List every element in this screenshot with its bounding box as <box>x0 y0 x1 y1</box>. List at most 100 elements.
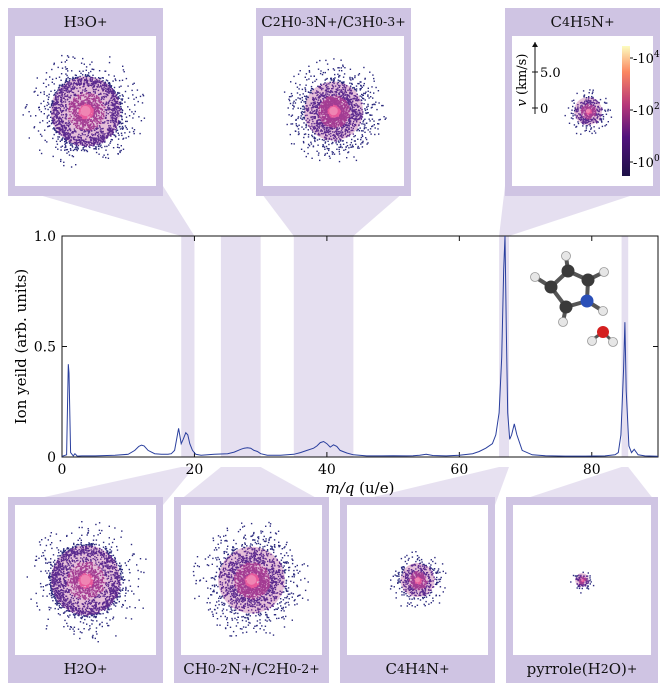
top-detector-1-hit <box>325 145 328 148</box>
top-detector-0-hit <box>112 120 115 122</box>
top-detector-1-hit <box>352 129 354 132</box>
top-detector-0-hit <box>100 120 102 122</box>
top-detector-1-hit <box>336 91 338 93</box>
top-detector-1-hit <box>316 125 319 127</box>
top-detector-1-hit <box>354 124 356 126</box>
top-detector-1-hit <box>369 128 372 130</box>
top-detector-1-hit <box>295 119 297 121</box>
top-detector-1-hit <box>331 128 333 130</box>
top-detector-0-hit <box>97 140 99 142</box>
top-detector-0-hit <box>82 94 84 97</box>
top-detector-0-hit <box>84 88 86 91</box>
top-detector-1-hit <box>312 131 314 133</box>
top-detector-0-hit <box>96 110 98 113</box>
top-detector-1-hit <box>350 92 352 94</box>
top-detector-0-hit <box>76 82 78 85</box>
top-detector-0-hit <box>91 78 93 81</box>
top-detector-0-hit <box>92 114 94 117</box>
top-detector-1-hit <box>349 120 352 122</box>
top-detector-0-hit <box>80 129 82 131</box>
top-detector-1-hit <box>339 85 341 87</box>
top-detector-0-hit <box>94 125 96 128</box>
top-detector-0-hit <box>59 117 61 119</box>
top-detector-0-hit <box>133 113 135 115</box>
top-detector-1-hit <box>333 78 335 81</box>
top-detector-0-hit <box>93 82 95 84</box>
top-detector-0-hit <box>81 118 84 121</box>
top-detector-1-hit <box>339 138 341 140</box>
top-detector-1-hit <box>334 139 337 141</box>
top-detector-1-hit <box>324 101 326 103</box>
top-detector-0-hit <box>67 84 70 86</box>
top-detector-0-hit <box>68 124 70 126</box>
top-detector-0-hit <box>56 107 58 110</box>
top-detector-0-hit <box>98 97 100 99</box>
top-detector-0-hit <box>100 132 102 134</box>
top-detector-0-hit <box>64 87 66 89</box>
top-detector-1-hit <box>356 115 358 118</box>
top-detector-1-hit <box>345 85 348 87</box>
top-detector-0-hit <box>54 107 57 109</box>
top-detector-0-hit <box>69 144 72 146</box>
top-detector-0-hit <box>104 141 106 143</box>
top-detector-0-hit <box>60 146 62 148</box>
top-detector-0-hit <box>111 109 113 111</box>
top-detector-0-hit <box>141 102 144 104</box>
top-detector-1-hit <box>330 100 332 102</box>
top-detector-1-hit <box>323 109 325 111</box>
top-detector-1-hit <box>342 76 345 78</box>
top-detector-0-hit <box>95 96 98 98</box>
top-detector-1-hit <box>307 117 309 120</box>
top-detector-0-hit <box>28 111 30 113</box>
top-detector-1-hit <box>327 105 329 107</box>
top-detector-1-hit <box>305 98 308 101</box>
top-detector-1-hit <box>300 101 302 103</box>
top-detector-1-hit <box>378 119 380 121</box>
top-detector-0-hit <box>110 91 112 93</box>
top-detector-0-hit <box>83 129 86 131</box>
top-detector-0-hit <box>81 144 84 146</box>
top-detector-0-hit <box>112 102 114 104</box>
top-detector-1-hit <box>310 92 312 94</box>
top-detector-1-hit <box>326 108 328 110</box>
top-detector-1-hit <box>322 127 324 129</box>
top-detector-0-hit <box>81 92 83 94</box>
top-detector-0-hit <box>93 125 95 128</box>
top-detector-0-hit <box>121 94 124 96</box>
top-detector-1-hit <box>325 78 327 80</box>
top-detector-1-hit <box>342 97 345 99</box>
top-detector-1-hit <box>334 102 336 104</box>
top-detector-1-hit <box>345 112 348 114</box>
top-detector-0-hit <box>61 125 64 127</box>
top-detector-0-hit <box>84 75 87 77</box>
top-detector-0-hit <box>90 77 92 79</box>
top-detector-1-hit <box>342 91 344 93</box>
top-detector-1-hit <box>339 116 341 119</box>
top-detector-0-hit <box>122 148 125 150</box>
top-detector-0-hit <box>98 98 100 100</box>
top-detector-0-hit <box>72 109 74 111</box>
top-detector-2-hit <box>599 108 601 110</box>
top-detector-1-hit <box>349 109 352 111</box>
top-detector-0-hit <box>69 96 71 98</box>
top-detector-0-hit <box>79 97 81 99</box>
top-detector-1-hit <box>338 118 340 120</box>
top-detector-1-hit <box>341 118 344 120</box>
top-detector-0-hit <box>89 100 91 102</box>
top-detector-0-hit <box>88 127 91 130</box>
top-detector-1-hit <box>320 107 323 109</box>
top-detector-1-hit <box>338 101 340 103</box>
top-detector-0-hit <box>94 97 96 99</box>
top-detector-1-hit <box>307 146 309 149</box>
top-detector-0-hit <box>71 145 73 147</box>
top-detector-1-hit <box>316 127 318 130</box>
top-detector-1-hit <box>357 82 359 85</box>
top-detector-1-hit <box>349 98 351 101</box>
top-detector-1-hit <box>337 107 339 109</box>
top-detector-1-hit <box>313 102 316 104</box>
top-detector-1-hit <box>358 73 361 75</box>
top-detector-1-hit <box>320 130 322 132</box>
top-detector-0-hit <box>60 94 63 96</box>
top-detector-0-hit <box>47 98 49 101</box>
top-detector-0-hit <box>92 87 94 89</box>
